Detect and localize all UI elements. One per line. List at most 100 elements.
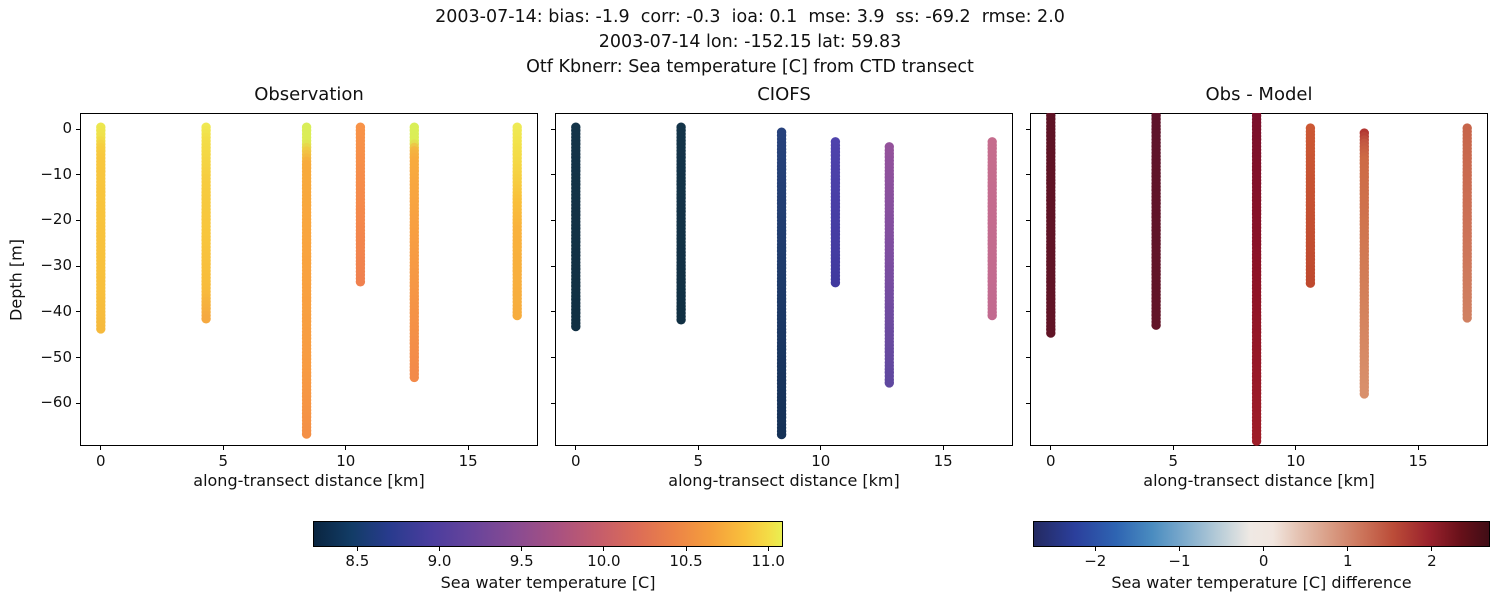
data-point [1046,328,1056,338]
profile-column-observation-4 [409,122,419,383]
data-point [1462,313,1472,323]
data-point [96,324,106,334]
colorbar-tick [1431,547,1433,551]
y-tick [76,128,80,130]
y-tick [551,357,555,359]
colorbar-tick [685,547,687,551]
x-tick-label: 10 [1286,452,1306,470]
data-point [1251,436,1262,446]
scatter-plot-observation [96,122,522,439]
colorbar-tick-label: 2 [1427,552,1437,570]
x-tick-label: 5 [218,452,229,470]
x-tick [100,446,102,450]
data-point [830,278,841,288]
profile-column-obs-model-2 [1251,113,1262,446]
y-tick [76,402,80,404]
x-tick-label: 15 [1408,452,1428,470]
y-tick [1026,357,1030,359]
y-tick [551,128,555,130]
colorbar-tick [1263,547,1265,551]
y-tick [551,219,555,221]
profile-column-ciofs-1 [676,122,686,325]
colorbar-tick [1094,547,1096,551]
x-tick-label: 5 [693,452,704,470]
profile-column-obs-model-1 [1151,113,1161,330]
data-point [1305,278,1316,288]
colorbar-difference [1033,521,1490,547]
data-point [1359,389,1369,399]
x-axis-label-obs-model: along-transect distance [km] [1143,471,1375,490]
figure-title-stats: 2003-07-14: bias: -1.9 corr: -0.3 ioa: 0… [435,7,1065,27]
profile-column-obs-model-0 [1046,113,1056,338]
y-tick [76,174,80,176]
profile-column-obs-model-5 [1462,123,1472,323]
y-tick-label: −60 [40,393,72,412]
colorbar-tick [603,547,605,551]
data-point [987,310,997,321]
x-tick [222,446,224,450]
data-point [301,429,312,439]
colorbar-tick-label: 1 [1342,552,1353,570]
y-tick-label: −10 [40,164,72,183]
data-point [1151,320,1161,330]
x-tick-label: 15 [458,452,478,470]
x-tick [697,446,699,450]
data-point [512,310,522,321]
y-tick [551,402,555,404]
y-tick-label: −30 [40,256,72,275]
y-tick-label: −50 [40,347,72,366]
y-tick [76,311,80,313]
data-point [355,277,366,287]
colorbar-tick-label: 9.0 [427,552,452,570]
x-tick-label: 0 [1046,452,1056,470]
x-tick [1295,446,1297,450]
x-tick-label: 5 [1168,452,1179,470]
data-point [776,429,787,440]
profile-column-ciofs-0 [571,122,581,332]
y-tick [551,174,555,176]
y-tick [1026,128,1030,130]
y-tick-label: −20 [40,210,72,229]
colorbar-label-difference: Sea water temperature [C] difference [1111,573,1412,592]
data-point [884,378,894,388]
x-tick [942,446,944,450]
y-tick [1026,311,1030,313]
y-tick [1026,219,1030,221]
scatter-plot-ciofs [571,122,997,440]
y-tick [551,311,555,313]
data-point [201,314,211,324]
figure-title-location: 2003-07-14 lon: -152.15 lat: 59.83 [598,32,902,52]
colorbar-temperature [313,521,783,547]
colorbar-label-temperature: Sea water temperature [C] [440,573,656,592]
profile-column-observation-5 [512,122,522,321]
y-tick [1026,402,1030,404]
profile-column-observation-2 [301,122,312,439]
colorbar-tick-label: 10.0 [587,552,621,570]
panel-title-ciofs: CIOFS [757,84,811,105]
x-tick-label: 10 [336,452,356,470]
profile-column-obs-model-3 [1305,123,1316,288]
profile-column-observation-0 [96,122,106,334]
colorbar-tick-label: 8.5 [345,552,370,570]
colorbar-tick-label: 10.5 [669,552,703,570]
data-point [676,315,686,325]
profile-column-ciofs-5 [987,137,997,321]
x-axis-label-observation: along-transect distance [km] [193,471,425,490]
x-axis-label-ciofs: along-transect distance [km] [668,471,900,490]
profile-column-observation-3 [355,122,366,287]
y-axis-label: Depth [m] [6,238,26,321]
colorbar-tick [521,547,523,551]
y-tick-label: −40 [40,301,72,320]
profile-column-ciofs-4 [884,142,894,388]
panel-title-observation: Observation [254,84,364,105]
x-tick-label: 10 [811,452,831,470]
profile-column-ciofs-2 [776,127,787,440]
colorbar-tick-label: −2 [1084,552,1107,570]
x-tick-label: 0 [571,452,581,470]
x-tick-label: 15 [933,452,953,470]
x-tick [1417,446,1419,450]
figure-title-dataset: Otf Kbnerr: Sea temperature [C] from CTD… [526,57,974,77]
colorbar-tick [767,547,769,551]
y-tick [551,265,555,267]
colorbar-tick-label: 9.5 [509,552,534,570]
